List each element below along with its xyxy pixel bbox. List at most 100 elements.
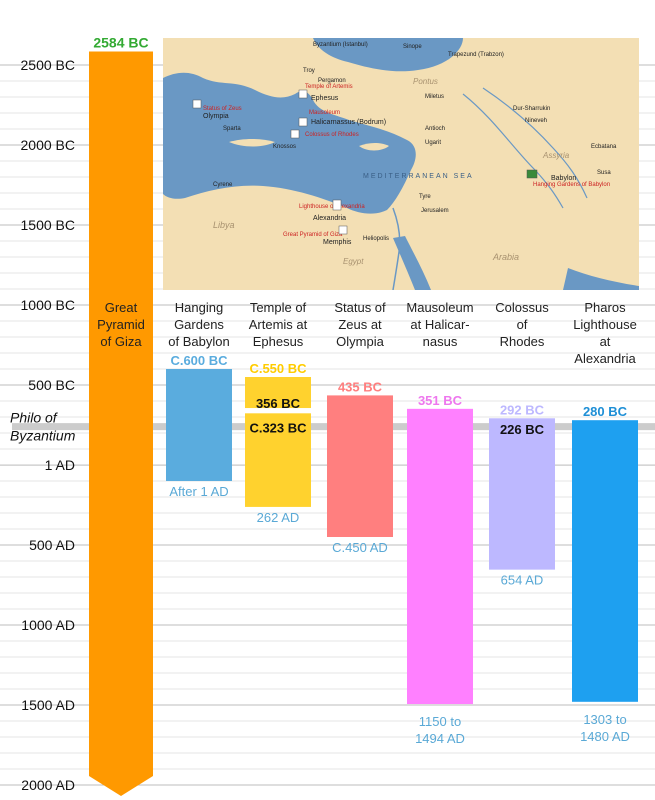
bars-group bbox=[89, 51, 638, 797]
map-city-cyrene: Cyrene bbox=[213, 182, 233, 188]
bar-name-label: Lighthouse bbox=[573, 317, 637, 332]
bar-name-label: at bbox=[600, 334, 611, 349]
bar-name-label: Great bbox=[105, 300, 138, 315]
bar-5 bbox=[489, 418, 555, 570]
map-euphrates bbox=[462, 93, 564, 209]
bar-end-label: 262 AD bbox=[257, 510, 300, 525]
bar-start-label: 292 BC bbox=[500, 402, 545, 417]
bar-name-label: of Babylon bbox=[168, 334, 229, 349]
y-tick-label-6: 500 AD bbox=[29, 537, 75, 553]
y-tick-label-4: 500 BC bbox=[28, 377, 75, 393]
bar-start-label: 351 BC bbox=[418, 393, 463, 408]
bar-4 bbox=[407, 408, 473, 705]
map-wonder-gardens: Hanging Gardens of Babylon bbox=[533, 182, 610, 188]
y-axis: 2500 BC 2000 BC 1500 BC 1000 BC 500 BC 1 AD 50… bbox=[10, 57, 76, 793]
bar-start-label: C.550 BC bbox=[249, 361, 307, 376]
bar-end-label: 1494 AD bbox=[415, 731, 465, 746]
map-city-sparta: Sparta bbox=[223, 126, 241, 132]
map-city-nineveh: Nineveh bbox=[525, 118, 547, 124]
bar-name-label: Pyramid bbox=[97, 317, 145, 332]
map-city-alexandria: Alexandria bbox=[313, 215, 346, 222]
bar-name-label: Status of bbox=[334, 300, 386, 315]
map-city-babylon: Babylon bbox=[551, 175, 576, 182]
map-marker-zeus bbox=[192, 99, 202, 109]
bar-name-label: Temple of bbox=[250, 300, 307, 315]
map-city-miletus: Miletus bbox=[425, 94, 444, 100]
bar-name-label: Ephesus bbox=[253, 334, 304, 349]
bar-end-label: 1150 to bbox=[419, 714, 461, 729]
bar-start-label: C.600 BC bbox=[170, 353, 228, 368]
bar-end-label: 654 AD bbox=[501, 573, 544, 588]
map-marker-lighthouse bbox=[332, 199, 342, 211]
map-wonder-colossus: Colossus of Rhodes bbox=[305, 132, 359, 138]
map-wonder-mausoleum: Mausoleum bbox=[309, 110, 340, 116]
bar-name-label: at Halicar- bbox=[410, 317, 469, 332]
bar-name-label: Zeus at bbox=[338, 317, 382, 332]
bar-end-label: C.450 AD bbox=[332, 540, 388, 555]
y-tick-label-3: 1000 BC bbox=[21, 297, 75, 313]
ancient-world-map: MEDITERRANEAN SEA Libya Arabia Assyria P… bbox=[163, 38, 639, 290]
map-marker-gardens bbox=[526, 169, 538, 179]
map-city-antioch: Antioch bbox=[425, 126, 445, 132]
bar-name-label: Olympia bbox=[336, 334, 384, 349]
bar-segment bbox=[245, 413, 311, 507]
bar-name-label: Rhodes bbox=[500, 334, 545, 349]
y-tick-label-7: 1000 AD bbox=[21, 617, 75, 633]
bar-end-label: After 1 AD bbox=[169, 484, 228, 499]
map-mediterranean bbox=[163, 72, 416, 214]
bar-end-label: 1480 AD bbox=[580, 729, 630, 744]
y-tick-label-5: 1 AD bbox=[45, 457, 75, 473]
bar-start-label: 280 BC bbox=[583, 404, 628, 419]
map-black-sea bbox=[313, 38, 463, 72]
map-red-sea bbox=[393, 236, 431, 290]
y-tick-label-8: 1500 AD bbox=[21, 697, 75, 713]
y-tick-label-1: 2000 BC bbox=[21, 137, 75, 153]
bar-name-label: Colossus bbox=[495, 300, 549, 315]
y-tick-label-0: 2500 BC bbox=[21, 57, 75, 73]
map-marker-artemis bbox=[298, 89, 308, 99]
bar-name-label: Gardens bbox=[174, 317, 224, 332]
map-land-label-egypt: Egypt bbox=[343, 257, 364, 266]
bar-end-label: 1303 to bbox=[583, 712, 626, 727]
map-land-label-arabia: Arabia bbox=[492, 252, 519, 262]
map-city-byzantium: Byzantium (Istanbul) bbox=[313, 42, 368, 48]
bar-segment bbox=[245, 377, 311, 409]
map-city-troy: Troy bbox=[303, 68, 315, 74]
y-tick-label-2: 1500 BC bbox=[21, 217, 75, 233]
labels-group: 2584 BC Great Pyramid of Giza C.600 BC After … bbox=[93, 35, 636, 746]
map-land-label-libya: Libya bbox=[213, 220, 235, 230]
bar-great-pyramid bbox=[89, 51, 153, 797]
bar-name-label: Alexandria bbox=[574, 351, 636, 366]
map-city-tyre: Tyre bbox=[419, 194, 431, 200]
bar-name-label: of Giza bbox=[100, 334, 142, 349]
map-city-memphis: Memphis bbox=[323, 239, 352, 246]
bar-name-label: of bbox=[517, 317, 528, 332]
map-city-knossos: Knossos bbox=[273, 144, 296, 150]
map-crete bbox=[229, 139, 275, 147]
bar-name-label: nasus bbox=[423, 334, 458, 349]
map-city-pergamon: Pergamon bbox=[318, 78, 346, 84]
map-persian-gulf bbox=[563, 268, 639, 290]
map-city-heliopolis: Heliopolis bbox=[363, 236, 389, 242]
bar-name-label: Pharos bbox=[584, 300, 626, 315]
map-wonder-lighthouse: Lighthouse of Alexandria bbox=[299, 204, 365, 210]
map-city-ugarit: Ugarit bbox=[425, 140, 441, 146]
map-sea-label: MEDITERRANEAN SEA bbox=[363, 173, 474, 180]
bar-6 bbox=[572, 420, 638, 702]
bar-1 bbox=[166, 369, 232, 481]
map-land-label-assyria: Assyria bbox=[542, 151, 570, 160]
map-tigris bbox=[482, 87, 588, 199]
bar-name-label: Hanging bbox=[175, 300, 223, 315]
map-city-ecbatana: Ecbatana bbox=[591, 144, 617, 150]
bar-name-label: Artemis at bbox=[249, 317, 308, 332]
map-marker-pyramid bbox=[338, 225, 348, 235]
map-land-label-pontus: Pontus bbox=[413, 77, 438, 86]
bar-start-label: 435 BC bbox=[338, 379, 383, 394]
map-wonder-zeus: Status of Zeus bbox=[203, 106, 242, 112]
map-nile bbox=[392, 207, 401, 290]
bar-inner-label: 356 BC bbox=[256, 396, 301, 411]
map-city-jerusalem: Jerusalem bbox=[421, 208, 449, 214]
bar-inner-label: 226 BC bbox=[500, 422, 545, 437]
map-city-halicarnassus: Halicarnassus (Bodrum) bbox=[311, 119, 386, 126]
